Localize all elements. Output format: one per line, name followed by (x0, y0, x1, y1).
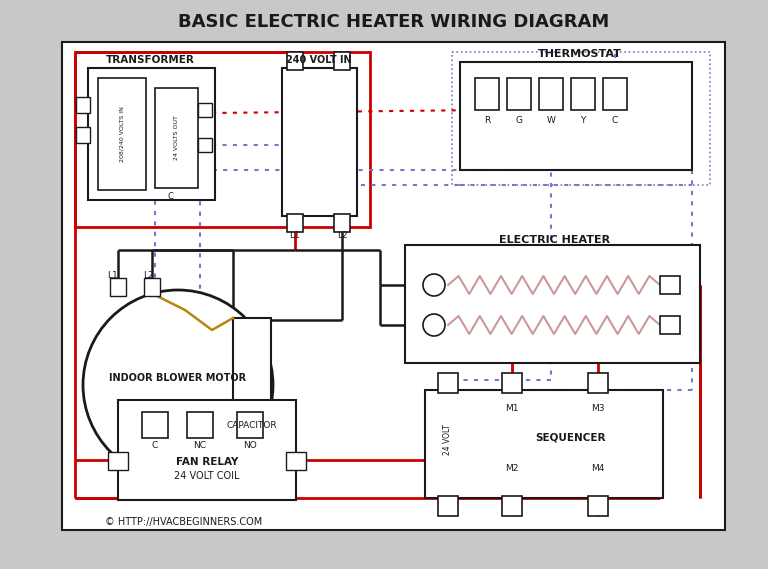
Circle shape (423, 274, 445, 296)
Text: G: G (515, 116, 522, 125)
Bar (76, 97, 90, 113)
Bar (334, 214, 350, 232)
Text: L2: L2 (336, 230, 347, 240)
Bar (88, 68, 215, 200)
Text: THERMOSTAT: THERMOSTAT (538, 49, 622, 59)
Text: Y: Y (581, 116, 586, 125)
Bar (62, 42, 725, 530)
Text: W: W (547, 116, 555, 125)
Text: NO: NO (243, 440, 257, 450)
Bar (287, 52, 303, 70)
Text: C: C (152, 440, 158, 450)
Text: M1: M1 (505, 403, 518, 413)
Bar (237, 412, 263, 438)
Text: TRANSFORMER: TRANSFORMER (105, 55, 194, 65)
Text: INDOOR BLOWER MOTOR: INDOOR BLOWER MOTOR (109, 373, 247, 383)
Text: 24 VOLT: 24 VOLT (443, 424, 452, 455)
Text: 24 VOLT COIL: 24 VOLT COIL (174, 471, 240, 481)
Bar (588, 373, 608, 393)
Bar (603, 78, 627, 110)
Bar (425, 390, 663, 498)
Bar (108, 452, 128, 470)
Text: ELECTRIC HEATER: ELECTRIC HEATER (499, 235, 611, 245)
Text: M2: M2 (505, 464, 518, 472)
Bar (405, 245, 700, 363)
Text: BASIC ELECTRIC HEATER WIRING DIAGRAM: BASIC ELECTRIC HEATER WIRING DIAGRAM (178, 13, 610, 31)
Bar (334, 52, 350, 70)
Bar (539, 78, 563, 110)
Text: L1: L1 (107, 270, 118, 279)
Bar (571, 78, 595, 110)
Bar (282, 68, 357, 216)
Bar (118, 400, 296, 500)
Text: SEQUENCER: SEQUENCER (535, 432, 605, 442)
Text: L1: L1 (290, 230, 300, 240)
Bar (155, 88, 198, 188)
Text: R: R (484, 116, 490, 125)
Bar (233, 318, 271, 415)
Bar (588, 496, 608, 516)
Text: M4: M4 (591, 464, 604, 472)
Bar (660, 276, 680, 294)
Text: C: C (167, 192, 173, 200)
Bar (287, 214, 303, 232)
Bar (660, 316, 680, 334)
Bar (460, 62, 692, 170)
Text: 208/240 VOLTS IN: 208/240 VOLTS IN (120, 106, 124, 162)
Bar (438, 496, 458, 516)
Bar (502, 496, 522, 516)
Text: 24 VOLTS OUT: 24 VOLTS OUT (174, 116, 180, 160)
Bar (98, 78, 146, 190)
Text: C: C (612, 116, 618, 125)
Text: CAPACITOR: CAPACITOR (227, 420, 277, 430)
Bar (144, 278, 160, 296)
Text: L2: L2 (143, 270, 154, 279)
Text: FAN RELAY: FAN RELAY (176, 457, 238, 467)
Bar (75, 52, 370, 227)
Bar (110, 278, 126, 296)
Bar (142, 412, 168, 438)
Bar (198, 103, 212, 117)
Bar (76, 127, 90, 143)
Bar (475, 78, 499, 110)
Bar (286, 452, 306, 470)
Text: M3: M3 (591, 403, 604, 413)
Bar (502, 373, 522, 393)
Circle shape (83, 290, 273, 480)
Text: 240 VOLT IN: 240 VOLT IN (286, 55, 352, 65)
Text: © HTTP://HVACBEGINNERS.COM: © HTTP://HVACBEGINNERS.COM (105, 517, 262, 527)
Circle shape (423, 314, 445, 336)
Bar (198, 138, 212, 152)
Bar (438, 373, 458, 393)
Bar (452, 52, 710, 185)
Bar (187, 412, 213, 438)
Bar (507, 78, 531, 110)
Text: NC: NC (194, 440, 207, 450)
